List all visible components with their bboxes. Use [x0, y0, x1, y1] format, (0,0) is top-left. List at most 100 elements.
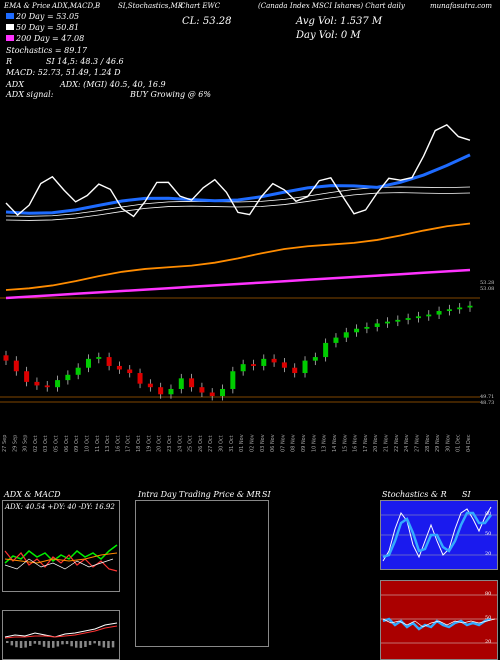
candle [385, 321, 391, 324]
candle [75, 367, 81, 375]
stoch-k-line [382, 506, 492, 562]
date-tick-label: 28 Nov [425, 434, 431, 452]
macd-bar [24, 641, 27, 648]
adx-panel-title: ADX & MACD [4, 490, 61, 499]
stat-ema50: 50 Day = 50.81 [6, 23, 79, 32]
ema50-line-b [5, 186, 471, 217]
date-tick-label: 16 Nov [353, 434, 359, 452]
header-stoch-label: SI,Stochastics,MR [118, 2, 184, 10]
macd-bar [70, 641, 73, 647]
adx-minus-line [4, 550, 118, 572]
macd-bar [42, 641, 46, 647]
date-tick-label: 27 Nov [414, 434, 420, 452]
si-chart [381, 594, 497, 644]
candle [374, 323, 380, 327]
macd-bar [52, 641, 55, 648]
si-panel: 80 50 20 [380, 580, 498, 660]
header-adx-label: ADX,MACD,B [52, 2, 101, 10]
date-tick-label: 13 Nov [322, 434, 328, 452]
date-tick-label: 29 Sep [12, 435, 18, 452]
date-tick-label: 26 Oct [198, 435, 204, 452]
date-tick-label: 02 Nov [249, 434, 255, 452]
stat-ema200-text: 200 Day = 47.08 [16, 34, 85, 43]
header-ema-label: EMA & Price [4, 2, 51, 10]
date-tick-label: 09 Nov [301, 434, 307, 452]
date-tick-label: 04 Dec [466, 434, 472, 452]
date-tick-label: 24 Oct [177, 435, 183, 452]
macd-bar [102, 641, 106, 648]
candle [85, 358, 91, 368]
stat-adx-signal: ADX signal: [6, 90, 54, 99]
macd-bar [93, 641, 96, 644]
candle [446, 309, 452, 312]
stoch-level-80: 80 [485, 511, 492, 517]
stat-ema20: 20 Day = 53.05 [6, 12, 79, 21]
date-tick-label: 19 Oct [146, 435, 152, 452]
stochastics-panel: 80 50 20 [380, 500, 498, 570]
candle [240, 364, 246, 372]
date-tick-label: 30 Sep [23, 435, 29, 452]
si-white-line [382, 618, 496, 628]
legend-swatch-white [6, 24, 14, 30]
date-tick-label: 31 Oct [229, 435, 235, 452]
candle [147, 383, 153, 388]
orange-ma-line [5, 222, 471, 291]
macd-bar [75, 641, 78, 648]
stat-adx: ADX: (MGI) 40.5, 40, 16.9 [60, 80, 166, 89]
candle [405, 318, 411, 320]
candle [13, 360, 19, 372]
date-tick-label: 01 Nov [239, 434, 245, 452]
macd-bar [38, 641, 41, 645]
header-chart-label: Chart EWC [180, 2, 221, 10]
adx-white-line [4, 558, 114, 570]
macd-bar [98, 641, 101, 646]
macd-bar [111, 641, 115, 648]
candle [44, 385, 50, 388]
date-tick-label: 06 Nov [270, 434, 276, 452]
stat-si: SI 14,5: 48.3 / 46.6 [46, 57, 124, 66]
date-tick-label: 18 Oct [136, 435, 142, 452]
adx-line [4, 552, 118, 564]
macd-bar [61, 641, 64, 645]
candle [457, 307, 463, 310]
candle [333, 337, 339, 343]
date-tick-label: 14 Nov [332, 434, 338, 452]
date-tick-label: 23 Oct [167, 435, 173, 452]
stoch-d-line [382, 511, 492, 559]
candle [199, 387, 205, 393]
price-label-low-a: 49.71 [480, 394, 495, 400]
candle [137, 373, 143, 384]
date-tick-label: 30 Nov [445, 434, 451, 452]
candle [220, 388, 226, 397]
macd-panel [2, 610, 120, 660]
candle [116, 365, 122, 370]
date-tick-label: 01 Dec [456, 434, 462, 452]
candle [467, 305, 473, 308]
date-tick-label: 13 Oct [105, 435, 111, 452]
date-tick-label: 27 Oct [208, 435, 214, 452]
stochastics-chart [381, 506, 497, 562]
price-label-top-b: 53.08 [480, 286, 495, 292]
date-tick-label: 27 Sep [2, 435, 8, 452]
close-price: CL: 53.28 [182, 16, 232, 27]
macd-bar [47, 641, 50, 648]
si-level-50: 50 [485, 615, 492, 621]
macd-bar [79, 641, 83, 648]
macd-bar [10, 641, 14, 646]
date-tick-label: 16 Oct [115, 435, 121, 452]
stat-macd: MACD: 52.73, 51.49, 1.24 D [6, 68, 121, 77]
candle [292, 367, 298, 374]
date-tick-label: 08 Nov [291, 434, 297, 452]
ema20-line [5, 153, 471, 215]
adx-readout: ADX: 40.54 +DY: 40 -DY: 16.92 [5, 503, 115, 511]
candle [312, 357, 318, 361]
stat-ema20-text: 20 Day = 53.05 [16, 12, 80, 21]
candle [415, 316, 421, 319]
main-price-chart: 27 Sep 29 Sep 30 Sep 02 Oct 03 Oct 05 Oct 06 O… [0, 123, 480, 452]
candle [343, 332, 349, 338]
candle [250, 364, 256, 366]
macd-histogram [6, 641, 115, 648]
legend-swatch-blue [6, 13, 14, 19]
ema50-line-a [5, 192, 471, 221]
stoch-si-label: SI [462, 490, 471, 499]
